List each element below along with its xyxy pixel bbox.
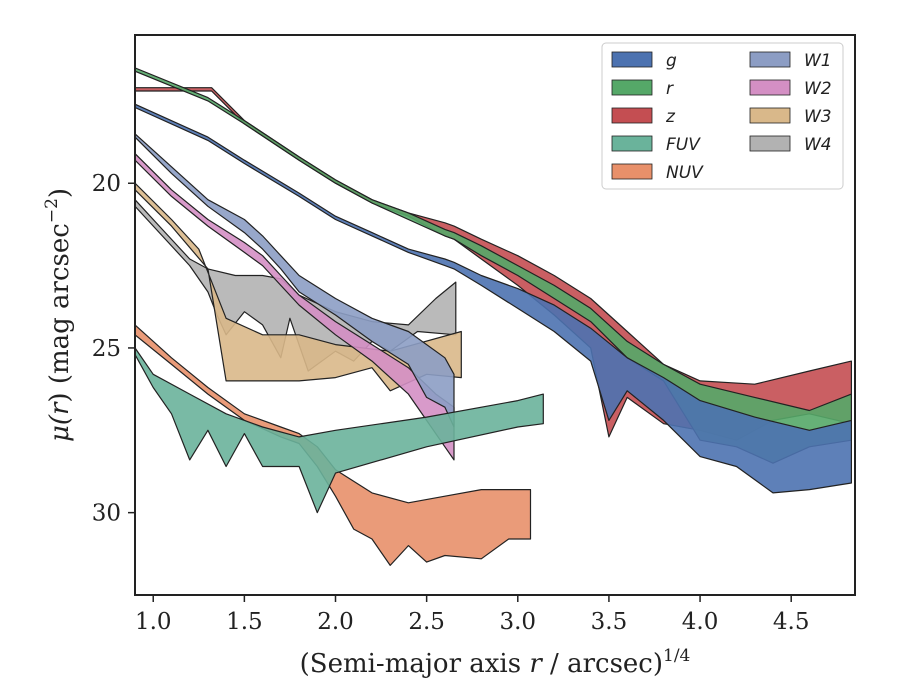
y-axis-label: μ(r) (mag arcsec−2) (42, 188, 75, 442)
legend-label-w3: W3 (804, 107, 832, 127)
band-layer (135, 67, 853, 567)
series-band-g (135, 103, 853, 494)
legend-swatch-r (611, 79, 653, 96)
x-axis: 1.0 1.5 2.0 2.5 3.0 3.5 4.0 4.5 (135, 595, 810, 635)
legend-label-nuv: NUV (666, 163, 704, 183)
legend-label-w1: W1 (804, 51, 832, 71)
legend-box (601, 42, 844, 190)
y-tick-label: 25 (92, 336, 121, 362)
legend-label-w4: W4 (804, 135, 832, 155)
x-axis-label: (Semi-major axis r / arcsec)1/4 (300, 646, 691, 679)
legend-swatch-nuv (611, 163, 653, 180)
legend-label-r: r (666, 79, 674, 99)
x-tick-label: 4.5 (773, 609, 810, 635)
legend: grz FUV NUV W1 W2 W3 W4 (601, 42, 844, 190)
legend-label-w2: W2 (804, 79, 832, 99)
x-tick-label: 2.5 (408, 609, 445, 635)
x-tick-label: 4.0 (682, 609, 719, 635)
legend-label-fuv: FUV (666, 135, 701, 155)
series-band-w2 (135, 153, 455, 461)
legend-swatch-g (611, 51, 653, 68)
x-tick-label: 2.0 (317, 609, 354, 635)
x-tick-label: 1.5 (226, 609, 263, 635)
legend-swatch-w1 (749, 51, 791, 68)
y-tick-label: 30 (92, 501, 121, 527)
legend-label-g: g (666, 51, 677, 71)
legend-label-z: z (665, 107, 676, 127)
legend-swatch-w4 (749, 135, 791, 152)
series-band-fuv (135, 347, 544, 514)
x-tick-label: 1.0 (135, 609, 172, 635)
legend-swatch-w2 (749, 79, 791, 96)
y-axis: 20 25 30 (92, 171, 135, 527)
y-tick-label: 20 (92, 171, 121, 197)
x-tick-label: 3.0 (499, 609, 536, 635)
plot-frame (134, 34, 856, 596)
x-tick-label: 3.5 (591, 609, 628, 635)
legend-swatch-w3 (749, 107, 791, 124)
legend-swatch-z (611, 107, 653, 124)
legend-swatch-fuv (611, 135, 653, 152)
